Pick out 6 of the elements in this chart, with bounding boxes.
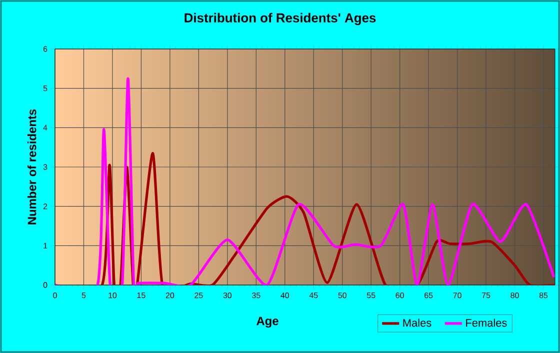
y-axis-title: Number of residents xyxy=(27,109,36,224)
chart-title: Distribution of Residents' Ages xyxy=(184,12,376,26)
legend-label: Females xyxy=(466,318,507,327)
legend-label: Males xyxy=(403,318,432,327)
x-axis-title: Age xyxy=(256,316,278,328)
line-series xyxy=(55,77,556,285)
